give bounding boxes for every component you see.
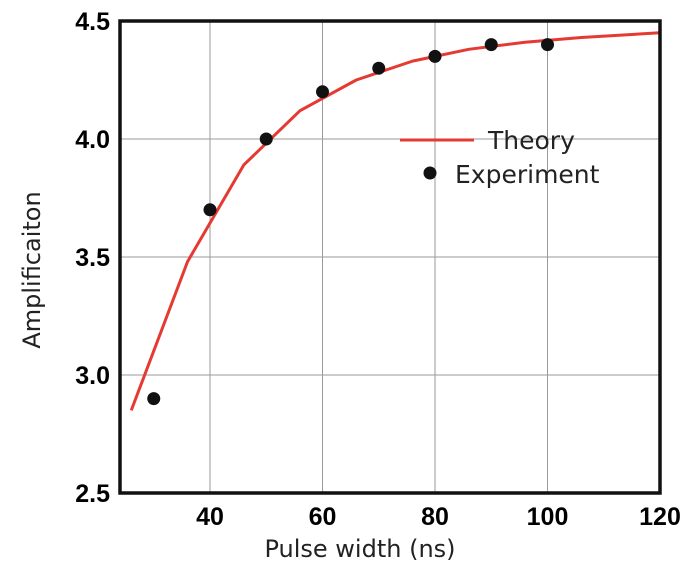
theory-line xyxy=(129,31,661,411)
y-tick-label: 2.5 xyxy=(75,480,110,508)
experiment-point xyxy=(203,203,217,217)
y-axis-label: Amplificaiton xyxy=(18,191,46,348)
x-tick-label: 100 xyxy=(527,503,569,531)
x-tick-label: 80 xyxy=(421,503,449,531)
y-tick-label: 4.0 xyxy=(75,126,110,154)
grid xyxy=(120,21,660,493)
x-tick-label: 60 xyxy=(309,503,337,531)
legend-experiment-swatch xyxy=(423,166,437,180)
experiment-point xyxy=(147,392,161,406)
series-layer xyxy=(129,31,661,411)
legend: Theory Experiment xyxy=(400,126,600,189)
experiment-point xyxy=(541,38,554,52)
x-tick-label: 40 xyxy=(196,503,224,531)
x-tick-label: 120 xyxy=(639,503,681,531)
plot-frame xyxy=(118,19,662,495)
y-tick-label: 4.5 xyxy=(75,8,110,36)
experiment-point xyxy=(372,61,386,75)
tick-labels: 40 60 80 100 120 2.5 3.0 3.5 4.0 4.5 xyxy=(75,8,681,531)
experiment-point xyxy=(428,49,442,63)
experiment-point xyxy=(316,85,329,99)
experiment-point xyxy=(259,132,273,146)
y-tick-label: 3.5 xyxy=(75,244,110,272)
y-tick-label: 3.0 xyxy=(75,362,110,390)
experiment-point xyxy=(484,38,498,52)
legend-experiment-label: Experiment xyxy=(455,160,600,189)
legend-theory-label: Theory xyxy=(487,126,575,155)
x-axis-label: Pulse width (ns) xyxy=(264,535,455,563)
